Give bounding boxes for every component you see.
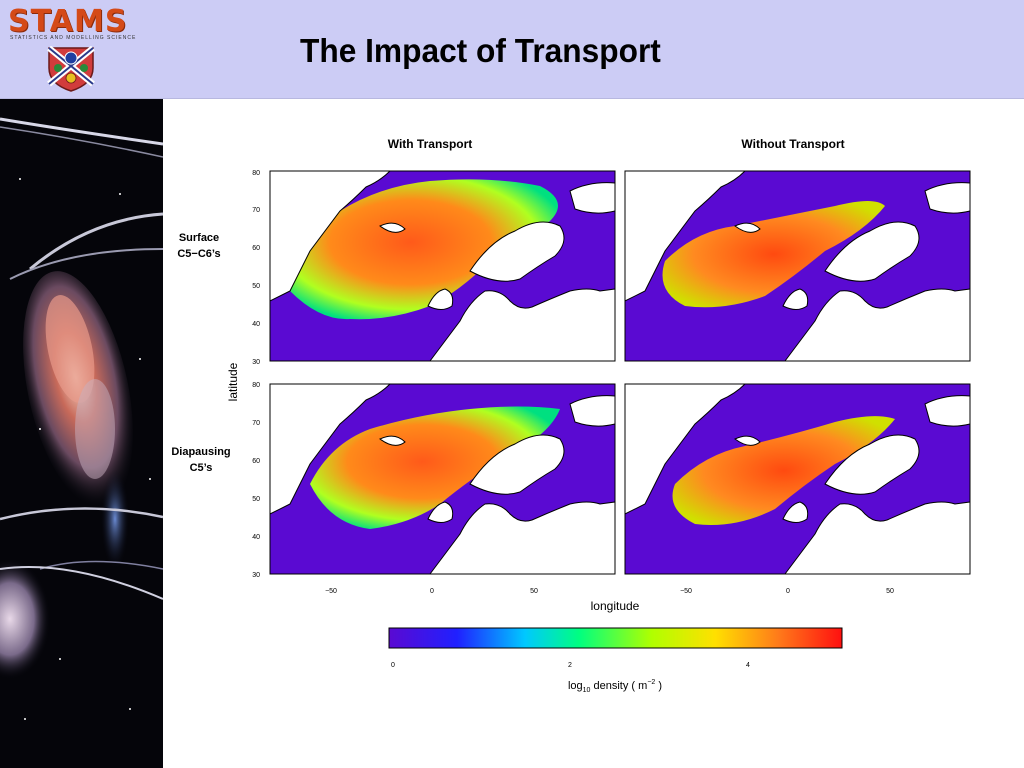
- y-axis-label: latitude: [226, 362, 240, 401]
- stams-logo-text: STAMS: [8, 4, 128, 39]
- x-tick-label: 50: [530, 588, 538, 595]
- y-tick-label: 50: [252, 496, 260, 503]
- x-tick-label: 0: [786, 588, 790, 595]
- col-title-with-transport: With Transport: [388, 137, 473, 151]
- university-crest-icon: [47, 46, 95, 92]
- y-tick-label: 30: [252, 359, 260, 366]
- row-label-diapausing-line1: Diapausing: [171, 446, 230, 458]
- slide-header: STAMS STATISTICS AND MODELLING SCIENCE T…: [0, 0, 1024, 99]
- x-tick-label: −50: [680, 588, 692, 595]
- panel-diapausing-with-transport: [269, 383, 616, 575]
- colorbar-tick-label: 0: [391, 662, 395, 669]
- y-tick-label: 60: [252, 245, 260, 252]
- y-tick-label: 80: [252, 170, 260, 177]
- y-tick-label: 40: [252, 321, 260, 328]
- colorbar-label-sub: 10: [583, 687, 591, 694]
- panel-surface-with-transport: [269, 170, 616, 362]
- x-tick-label: 0: [430, 588, 434, 595]
- x-tick-label: −50: [325, 588, 337, 595]
- panel-diapausing-without-transport: [624, 383, 971, 575]
- row-label-surface-line2: C5−C6’s: [177, 248, 220, 260]
- stams-logo-subtitle: STATISTICS AND MODELLING SCIENCE: [10, 35, 137, 41]
- y-tick-label: 60: [252, 458, 260, 465]
- colorbar-tick-label: 2: [568, 662, 572, 669]
- copepod-photo: [0, 99, 163, 768]
- x-tick-label: 50: [886, 588, 894, 595]
- x-ticks-right: −50 0 50: [680, 588, 894, 595]
- colorbar-label-log: log: [568, 680, 583, 692]
- y-tick-label: 50: [252, 283, 260, 290]
- y-tick-label: 70: [252, 420, 260, 427]
- colorbar-tick-label: 4: [746, 662, 750, 669]
- page-title: The Impact of Transport: [300, 32, 661, 69]
- colorbar: [388, 627, 843, 649]
- x-ticks-left: −50 0 50: [325, 588, 538, 595]
- transport-figure: With Transport Without Transport Surface…: [171, 137, 971, 694]
- colorbar-label: log10 density ( m−2 ): [568, 679, 662, 694]
- x-axis-label: longitude: [591, 599, 640, 613]
- colorbar-label-end: ): [655, 680, 662, 692]
- y-tick-label: 30: [252, 572, 260, 579]
- col-title-without-transport: Without Transport: [741, 137, 844, 151]
- y-tick-label: 40: [252, 534, 260, 541]
- panel-surface-without-transport: [624, 170, 971, 362]
- y-ticks-bottom: 80 70 60 50 40 30: [252, 382, 260, 579]
- row-label-diapausing-line2: C5’s: [190, 462, 213, 474]
- y-tick-label: 80: [252, 382, 260, 389]
- colorbar-label-rest: density ( m: [590, 680, 647, 692]
- y-tick-label: 70: [252, 207, 260, 214]
- colorbar-label-sup: −2: [647, 679, 655, 686]
- y-ticks-top: 80 70 60 50 40 30: [252, 170, 260, 366]
- row-label-surface-line1: Surface: [179, 232, 219, 244]
